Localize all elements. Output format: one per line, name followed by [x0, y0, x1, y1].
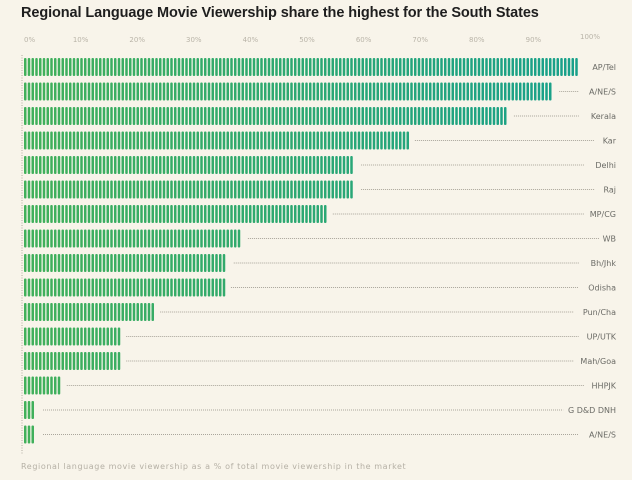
x-tick-label: 90% [526, 36, 542, 44]
bar-row: Pun/Cha [24, 303, 616, 321]
bar [24, 180, 353, 199]
category-label: MP/CG [590, 210, 616, 219]
category-label: Kerala [591, 112, 616, 121]
category-label: WB [603, 235, 616, 244]
bar [24, 156, 353, 174]
bar [24, 229, 241, 248]
category-label: G D&D DNH [568, 406, 616, 415]
bar [24, 278, 226, 297]
x-tick-label: 80% [469, 36, 485, 44]
bar-row: Odisha [24, 278, 616, 297]
category-label: Kar [603, 137, 617, 146]
x-tick-label: 50% [299, 36, 315, 44]
bar-row: AP/Tel [24, 58, 616, 76]
x-tick-label: 40% [243, 36, 259, 44]
category-label: Odisha [588, 284, 616, 293]
x-tick-label: 70% [412, 36, 428, 44]
bar-row: Delhi [24, 156, 616, 174]
bar-row: Raj [24, 180, 616, 199]
category-label: Pun/Cha [583, 308, 616, 317]
bar-row: MP/CG [24, 205, 616, 223]
category-label: Bh/Jhk [591, 259, 617, 268]
bar-row: Kar [24, 131, 617, 150]
bar-row: UP/UTK [24, 327, 617, 346]
bar [24, 107, 507, 125]
bar-row: HHPJK [24, 376, 617, 395]
bar-row: G D&D DNH [24, 401, 616, 419]
bar [24, 303, 154, 321]
category-label: Delhi [595, 161, 616, 170]
bar [24, 205, 327, 223]
bar [24, 131, 409, 150]
bar-row: Bh/Jhk [24, 254, 616, 272]
x-tick-label: 10% [73, 36, 89, 44]
bar [24, 376, 61, 395]
bar [24, 254, 226, 272]
category-label: A/NE/S [589, 431, 616, 440]
bar-row: Kerala [24, 107, 616, 125]
x-tick-label: 0% [24, 36, 35, 44]
bar-row: Mah/Goa [24, 352, 616, 370]
x-tick-label: 30% [186, 36, 202, 44]
chart-title: Regional Language Movie Viewership share… [21, 5, 539, 21]
category-label: A/NE/S [589, 88, 616, 97]
category-label: Raj [603, 186, 616, 195]
bar [24, 327, 121, 346]
bar-row: A/NE/S [24, 82, 616, 101]
bar [24, 58, 578, 76]
bar [24, 401, 34, 419]
category-label: Mah/Goa [580, 357, 616, 366]
bar-row: A/NE/S [24, 425, 616, 444]
category-label: UP/UTK [587, 333, 617, 342]
bar [24, 425, 34, 444]
category-label: AP/Tel [592, 63, 616, 72]
bar [24, 82, 552, 101]
x-tick-label: 100% [580, 33, 600, 41]
footnote: Regional language movie viewership as a … [21, 462, 407, 471]
x-tick-label: 20% [129, 36, 145, 44]
x-tick-label: 60% [356, 36, 372, 44]
bar [24, 352, 121, 370]
category-label: HHPJK [592, 382, 617, 391]
bar-row: WB [24, 229, 616, 248]
